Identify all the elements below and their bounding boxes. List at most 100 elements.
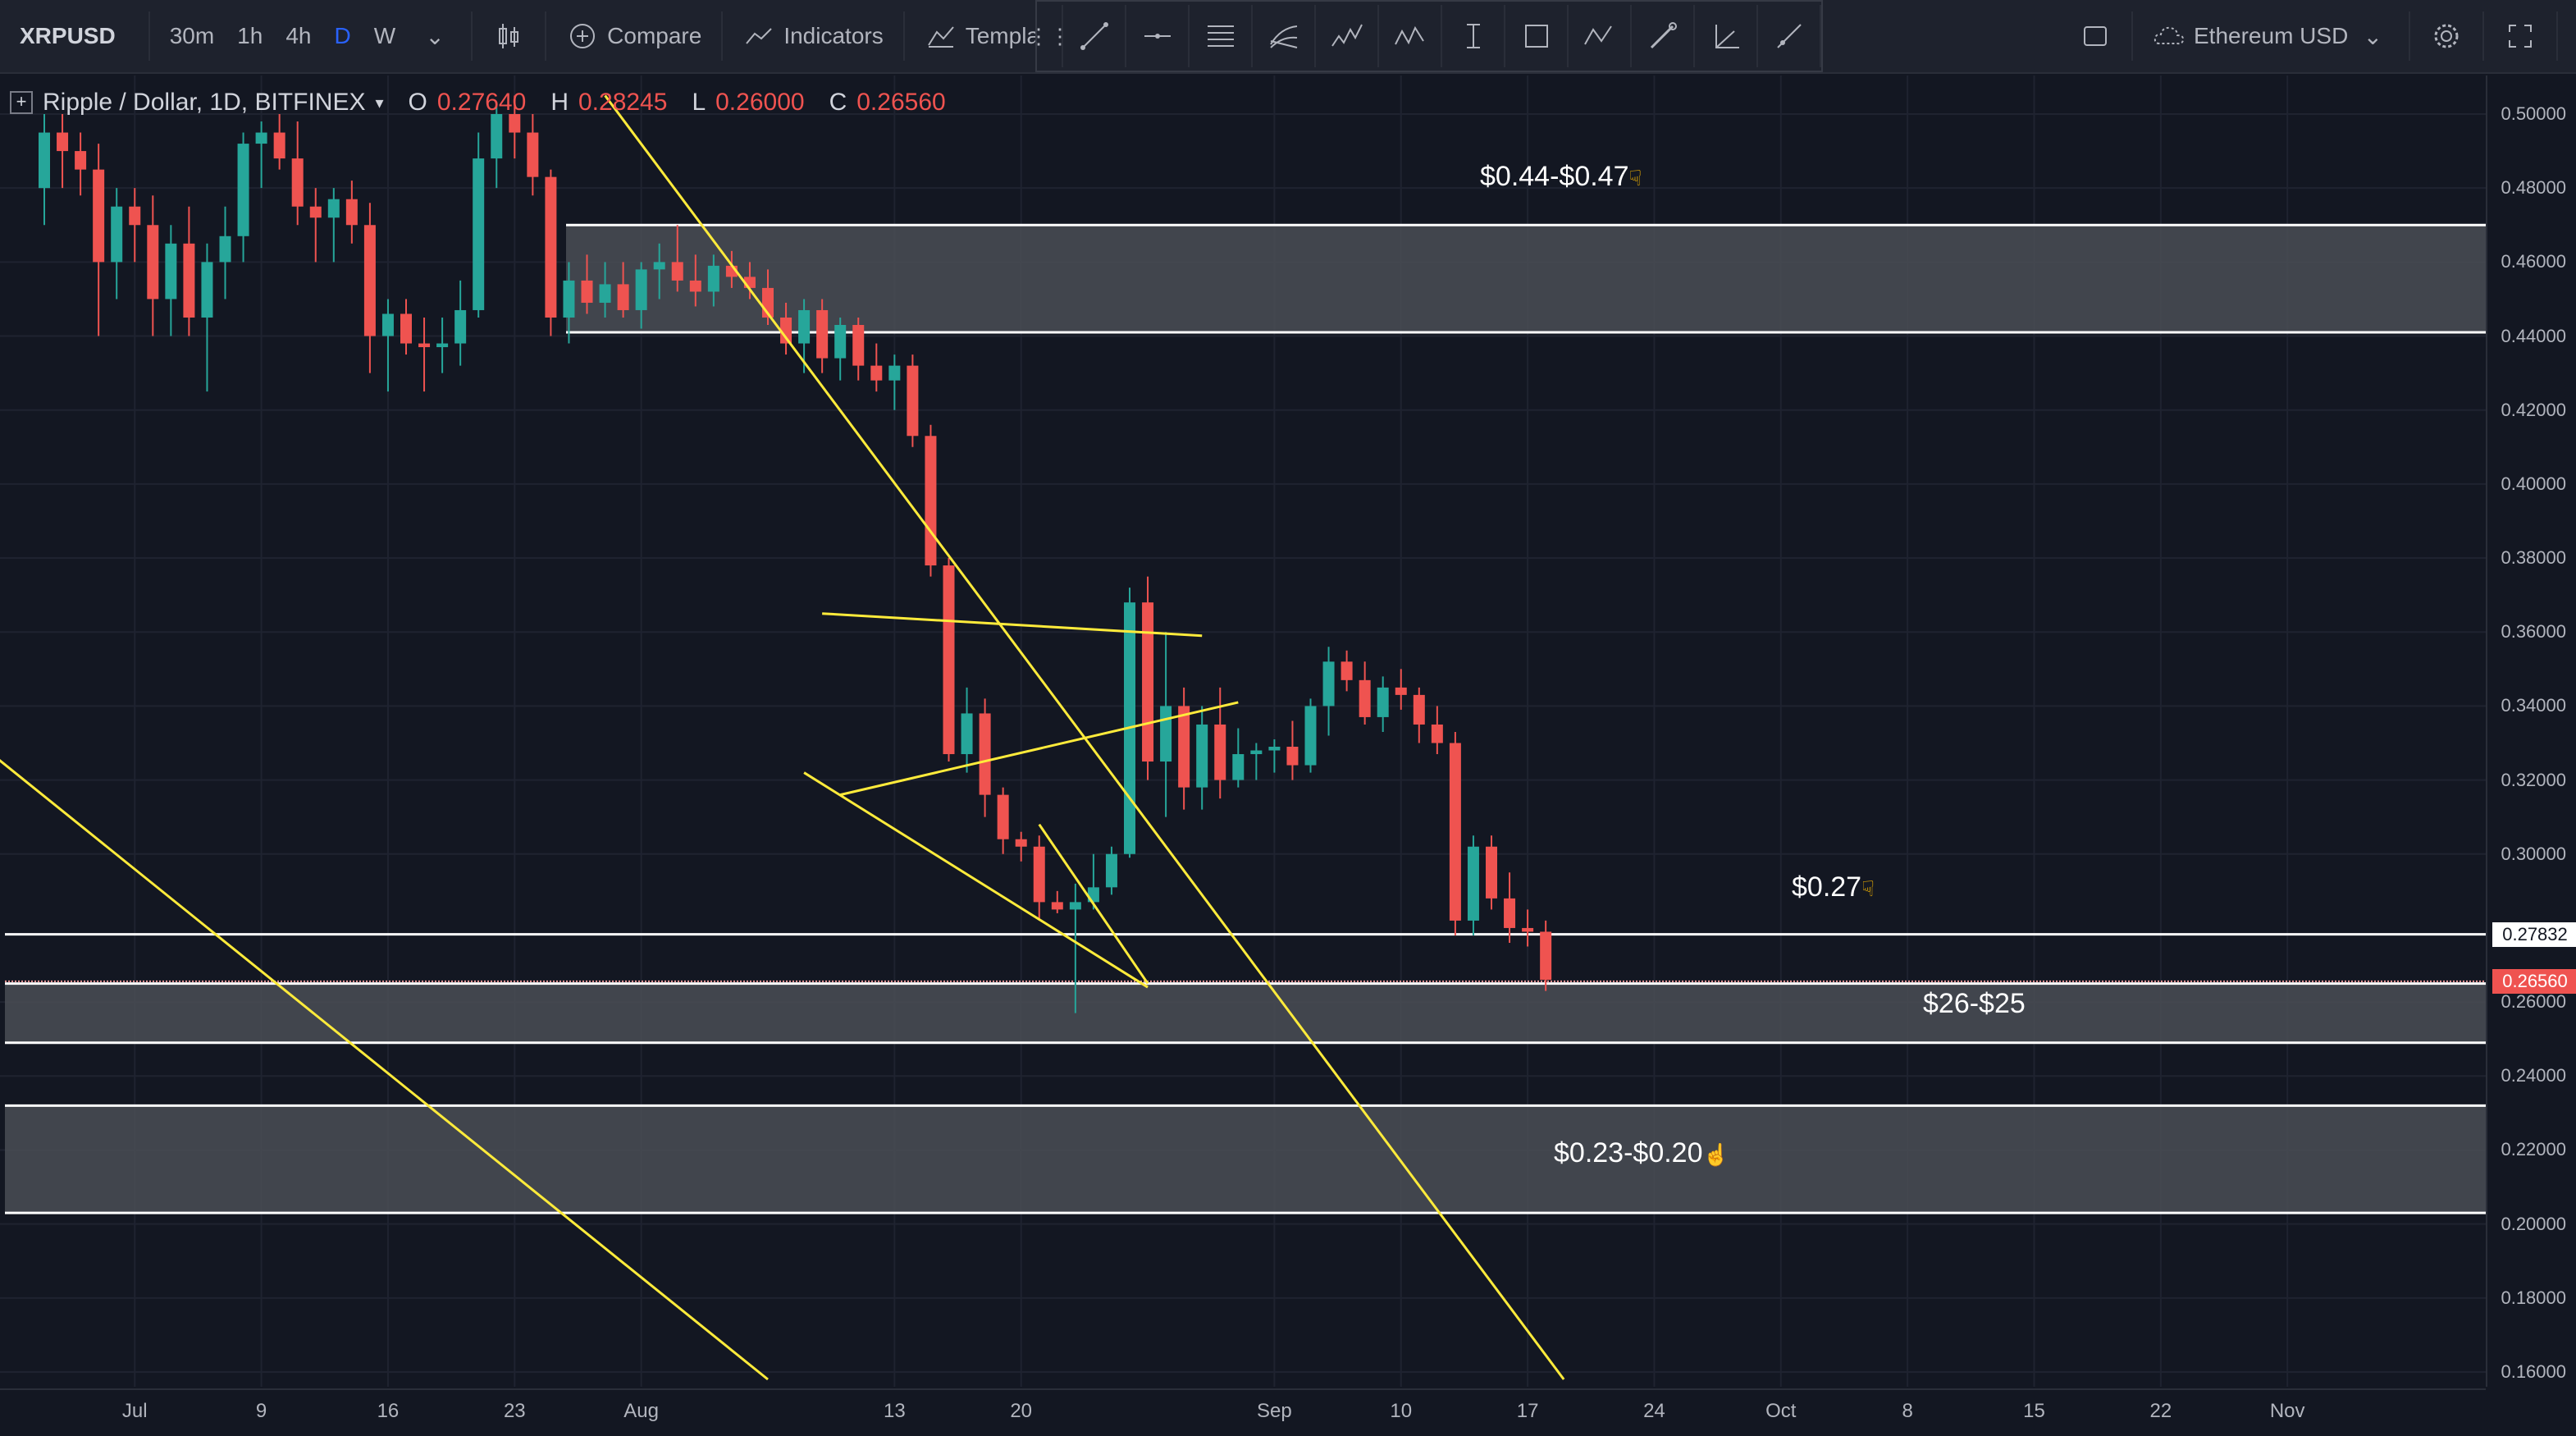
candle-body xyxy=(1196,724,1208,788)
price-chart[interactable] xyxy=(0,75,2486,1387)
chart-pane[interactable] xyxy=(0,75,2486,1387)
time-tick-label: 24 xyxy=(1643,1400,1665,1422)
price-tag-level: 0.27832 xyxy=(2492,922,2576,947)
interval-dropdown-button[interactable]: ⌄ xyxy=(407,20,463,53)
candle-body xyxy=(1540,931,1552,981)
price-tick-label: 0.16000 xyxy=(2501,1361,2566,1382)
toolbar-divider xyxy=(545,11,547,61)
candle-body xyxy=(1142,602,1154,762)
candle-body xyxy=(509,114,521,133)
price-tick-label: 0.34000 xyxy=(2501,695,2566,716)
legend-low-key: L xyxy=(692,89,706,116)
price-tick-label: 0.30000 xyxy=(2501,843,2566,864)
toolbar-divider xyxy=(721,11,724,61)
price-tag-last: 0.26560 xyxy=(2492,968,2576,994)
price-tick-label: 0.22000 xyxy=(2501,1139,2566,1160)
support-resistance-zone xyxy=(566,225,2486,333)
text-tool[interactable] xyxy=(1442,5,1505,67)
candle-body xyxy=(1522,927,1534,932)
candle-body xyxy=(219,236,231,263)
legend-dropdown-icon[interactable]: ▾ xyxy=(375,94,384,112)
candle-body xyxy=(545,176,557,318)
legend-title[interactable]: Ripple / Dollar, 1D, BITFINEX xyxy=(43,89,366,116)
interval-30m-button[interactable]: 30m xyxy=(169,23,215,48)
candle-body xyxy=(563,280,575,318)
interval-4h-button[interactable]: 4h xyxy=(285,23,312,48)
time-tick-label: 23 xyxy=(503,1400,526,1422)
layout-button[interactable] xyxy=(2067,20,2123,53)
pitchfork-tool[interactable] xyxy=(1253,5,1316,67)
trendline-tool[interactable] xyxy=(1063,5,1126,67)
time-tick-label: 8 xyxy=(1902,1400,1913,1422)
abc-pattern-tool[interactable] xyxy=(1569,5,1632,67)
fullscreen-icon xyxy=(2504,20,2537,53)
legend-open-key: O xyxy=(408,89,427,116)
candle-body xyxy=(129,206,141,226)
currency-button[interactable]: Ethereum USD ⌄ xyxy=(2141,20,2400,53)
time-tick-label: Nov xyxy=(2269,1400,2305,1422)
toolbar-divider xyxy=(2482,11,2485,61)
annotation-zone-low-text: $0.23-$0.20 xyxy=(1554,1137,1703,1168)
annotation-zone-top[interactable]: $0.44-$0.47☟ xyxy=(1480,161,1642,193)
time-axis[interactable]: Jul 9 16 23 Aug 13 20 Sep 10 17 24 Oct 8 15 22 Nov xyxy=(0,1388,2486,1436)
currency-label: Ethereum USD xyxy=(2194,23,2349,48)
horizontal-line-icon xyxy=(1144,34,1171,39)
elliott-wave-tool[interactable] xyxy=(1316,5,1379,67)
annotation-level-mid[interactable]: $0.27☟ xyxy=(1792,871,1875,903)
brush-tool[interactable] xyxy=(1632,5,1695,67)
price-tick-label: 0.38000 xyxy=(2501,547,2566,569)
interval-w-button[interactable]: W xyxy=(373,23,396,48)
abcde-pattern-tool[interactable] xyxy=(1379,5,1442,67)
candle-body xyxy=(1504,898,1516,928)
compare-button[interactable]: Compare xyxy=(555,20,713,53)
drawbar-grip-handle[interactable]: ⋮⋮ xyxy=(1028,5,1071,67)
candle-body xyxy=(1232,754,1245,780)
square-icon xyxy=(2079,20,2112,53)
hand-down-icon: ☟ xyxy=(1861,876,1875,901)
candle-body xyxy=(418,343,431,348)
price-axis[interactable]: 0.50000 0.48000 0.46000 0.44000 0.42000 0.400… xyxy=(2486,75,2576,1387)
settings-button[interactable] xyxy=(2418,20,2474,53)
toolbar-divider xyxy=(902,11,905,61)
horizontal-line-tool[interactable] xyxy=(1126,5,1190,67)
rectangle-tool[interactable] xyxy=(1505,5,1569,67)
grip-icon: ⋮⋮ xyxy=(1028,23,1071,48)
price-tick-label: 0.50000 xyxy=(2501,103,2566,124)
snapshot-button[interactable] xyxy=(2566,20,2576,53)
candle-body xyxy=(57,132,69,152)
toolbar-divider xyxy=(2131,11,2133,61)
candle-body xyxy=(165,243,177,300)
interval-1h-button[interactable]: 1h xyxy=(237,23,263,48)
legend-low-value: 0.26000 xyxy=(715,89,805,116)
candle-body xyxy=(183,243,195,318)
symbol-label[interactable]: XRPUSD xyxy=(20,23,116,48)
candle-body xyxy=(436,343,449,348)
fib-retracement-tool[interactable] xyxy=(1190,5,1253,67)
fullscreen-button[interactable] xyxy=(2492,20,2548,53)
gear-icon xyxy=(2430,20,2463,53)
interval-d-button[interactable]: D xyxy=(334,23,351,48)
annotation-zone-mid-text: $26-$25 xyxy=(1923,988,2026,1019)
candle-body xyxy=(1341,661,1353,680)
annotation-zone-low[interactable]: $0.23-$0.20☝ xyxy=(1554,1137,1729,1169)
ray-tool[interactable] xyxy=(1758,5,1821,67)
trendline xyxy=(1038,823,1149,985)
candle-body xyxy=(147,225,159,300)
toolbar-right-group: Ethereum USD ⌄ xyxy=(2067,0,2576,72)
angle-tool[interactable] xyxy=(1695,5,1758,67)
candle-body xyxy=(1395,687,1407,695)
candle-body xyxy=(309,206,322,218)
indicators-button[interactable]: Indicators xyxy=(731,20,894,53)
candle-body xyxy=(491,114,503,159)
legend-collapse-icon[interactable]: + xyxy=(10,91,33,114)
toolbar-divider xyxy=(2409,11,2411,61)
candle-body xyxy=(979,713,991,795)
annotation-zone-mid[interactable]: $26-$25 xyxy=(1923,988,2026,1020)
trendline xyxy=(839,701,1239,797)
chart-type-button[interactable] xyxy=(481,20,537,53)
candle-body xyxy=(291,158,304,207)
candle-body xyxy=(473,158,485,310)
time-tick-label: 17 xyxy=(1516,1400,1539,1422)
candle-body xyxy=(201,262,213,318)
chart-legend: + Ripple / Dollar, 1D, BITFINEX ▾ O 0.276… xyxy=(10,89,946,117)
